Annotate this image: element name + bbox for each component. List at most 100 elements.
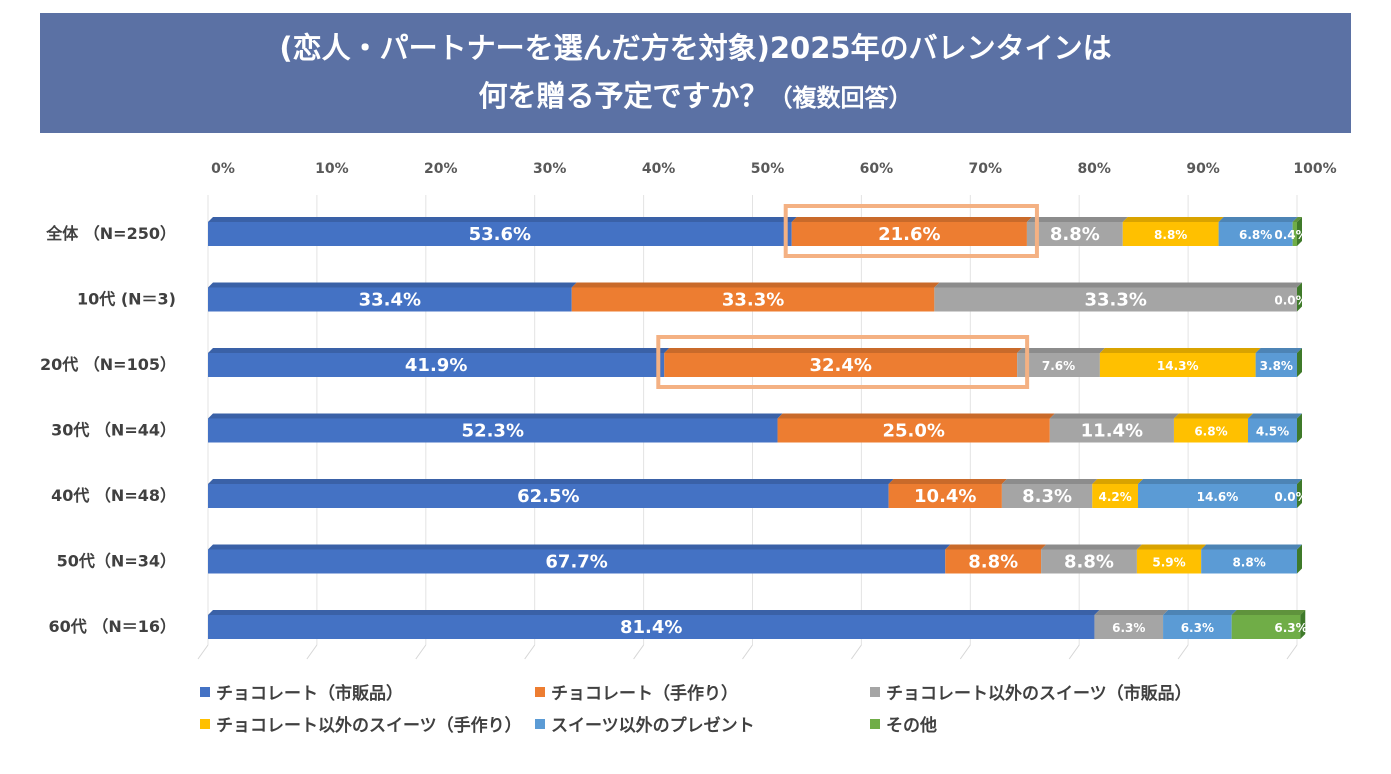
- category-label: 30代 （N=44）: [51, 421, 176, 440]
- category-label: 20代 （N=105）: [40, 355, 176, 374]
- chart-title-line2-suffix: （複数回答）: [768, 84, 913, 112]
- data-label: 53.6%: [469, 224, 531, 245]
- bar-segment-top: [945, 544, 1047, 550]
- bar-segment: [1122, 222, 1219, 246]
- bar-segment: [1163, 615, 1232, 639]
- legend-label: チョコレート（手作り）: [551, 684, 738, 704]
- bar-segment-top: [1026, 217, 1128, 222]
- data-label: 32.4%: [809, 355, 871, 376]
- data-label: 8.8%: [1050, 224, 1100, 245]
- bar-segment: [1255, 353, 1297, 377]
- data-label: 25.0%: [882, 421, 944, 442]
- legend-label: その他: [886, 716, 937, 736]
- bar-end-cap: [1297, 479, 1302, 508]
- bar-segment: [208, 615, 1095, 639]
- gridline-floor: [1068, 644, 1080, 660]
- data-label: 10.4%: [914, 486, 976, 507]
- data-label: 8.8%: [1154, 228, 1187, 242]
- legend-swatch: [200, 718, 210, 729]
- bar-segment: [1201, 549, 1297, 574]
- data-label: 8.3%: [1022, 486, 1072, 507]
- bar-end-cap: [1297, 544, 1302, 574]
- legend-label: スイーツ以外のプレゼント: [551, 716, 755, 736]
- legend-item: チョコレート以外のスイーツ（市販品）: [870, 679, 1192, 704]
- bar-segment-top: [777, 413, 1055, 419]
- bar-segment-top: [934, 282, 1302, 288]
- data-label: 6.8%: [1239, 228, 1272, 242]
- bar-segment: [208, 353, 665, 377]
- bar-segment-top: [1218, 217, 1298, 222]
- bar-segment: [1218, 222, 1293, 246]
- gridline-floor: [633, 644, 645, 660]
- x-tick-label: 60%: [860, 161, 894, 177]
- gridline-floor: [197, 644, 209, 660]
- x-tick-label: 100%: [1293, 161, 1336, 177]
- bar-segment-top: [1201, 544, 1302, 550]
- gridline-floor: [306, 644, 318, 660]
- data-label: 14.6%: [1197, 490, 1239, 504]
- bar-segment-top: [1292, 217, 1302, 222]
- bar-segment-top: [1049, 413, 1179, 419]
- bar-segment: [945, 549, 1042, 574]
- bar-segment: [791, 222, 1027, 246]
- category-label: 10代 (N＝3): [77, 290, 176, 309]
- gridline-floor: [415, 644, 427, 660]
- gridline-floor: [850, 644, 862, 660]
- bar-segment: [1017, 353, 1100, 377]
- bar-segment-top: [208, 544, 951, 550]
- data-label: 33.4%: [359, 290, 421, 311]
- bar-segment-top: [888, 479, 1007, 484]
- bar-segment-top: [1247, 413, 1302, 419]
- x-tick-label: 70%: [969, 161, 1003, 177]
- legend-swatch: [870, 718, 880, 729]
- x-tick-label: 0%: [211, 161, 235, 177]
- data-label: 8.8%: [968, 552, 1018, 573]
- data-label: 4.2%: [1098, 490, 1131, 504]
- data-label: 6.3%: [1274, 621, 1307, 635]
- bar-segment: [1138, 484, 1297, 508]
- gridline-floor: [742, 644, 753, 660]
- bar-segment: [664, 353, 1018, 377]
- bar-segment-top: [571, 282, 940, 288]
- bar-segment-top: [1017, 348, 1105, 353]
- category-label: 40代 （N=48）: [51, 486, 176, 505]
- legend-item: チョコレート以外のスイーツ（手作り）: [200, 711, 522, 736]
- gridline-floor: [524, 644, 536, 660]
- bar-segment-top: [1255, 348, 1302, 353]
- bar-end-cap: [1297, 348, 1302, 377]
- chart-title-line2-main: 何を贈る予定ですか？: [478, 79, 769, 113]
- x-tick-label: 20%: [424, 161, 458, 177]
- data-label: 0.0%: [1274, 294, 1307, 308]
- bar-segment-top: [664, 348, 1023, 353]
- data-label: 6.3%: [1181, 621, 1214, 635]
- gridline-floor: [1286, 644, 1298, 660]
- bar-segment: [1001, 484, 1093, 508]
- legend-item: チョコレート（手作り）: [535, 679, 738, 704]
- category-label: 50代（N=34）: [57, 552, 176, 571]
- chart-title-line2: 何を贈る予定ですか？（複数回答）: [40, 72, 1351, 122]
- bar-segment-top: [208, 348, 670, 353]
- data-label: 33.3%: [722, 290, 784, 311]
- data-label: 8.8%: [1064, 552, 1114, 573]
- chart-title-banner: (恋人・パートナーを選んだ方を対象)2025年のバレンタインは 何を贈る予定です…: [40, 13, 1351, 133]
- bar-segment-top: [1163, 610, 1237, 615]
- category-label: 60代 （N＝16）: [49, 617, 177, 636]
- x-tick-label: 10%: [315, 161, 349, 177]
- legend-label: チョコレート（市販品）: [216, 684, 403, 704]
- legend-swatch: [870, 686, 880, 697]
- data-label: 4.5%: [1256, 425, 1289, 439]
- x-tick-label: 40%: [642, 161, 676, 177]
- bar-segment-top: [1138, 479, 1302, 484]
- category-label: 全体 （N=250）: [45, 224, 176, 243]
- data-label: 5.9%: [1152, 556, 1185, 570]
- bar-segment-top: [208, 413, 783, 419]
- data-label: 3.8%: [1260, 359, 1293, 373]
- bar-segment: [208, 222, 792, 246]
- bar-segment: [1247, 418, 1297, 443]
- bar-segment: [888, 484, 1002, 508]
- bar-segment: [1094, 615, 1164, 639]
- bar-segment: [1099, 353, 1256, 377]
- bar-segment-top: [1001, 479, 1098, 484]
- x-tick-label: 80%: [1077, 161, 1111, 177]
